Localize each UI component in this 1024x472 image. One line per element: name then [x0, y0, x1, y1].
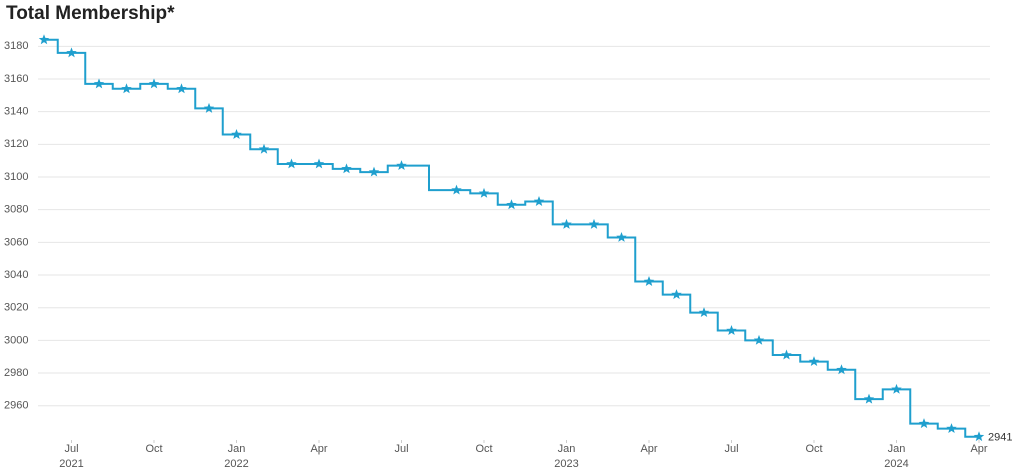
series-line [44, 38, 979, 438]
point-marker [506, 199, 517, 210]
point-marker [726, 325, 737, 336]
point-marker [561, 218, 572, 229]
point-marker [38, 34, 50, 45]
point-marker [231, 129, 242, 139]
x-tick-label: Jul [394, 443, 408, 455]
point-marker [753, 334, 765, 345]
y-tick-label: 3180 [4, 40, 28, 52]
x-tick-year: 2022 [224, 458, 248, 470]
y-tick-label: 3060 [4, 236, 28, 248]
point-marker [313, 158, 325, 169]
x-tick-label: Oct [805, 443, 822, 455]
x-tick-label: Apr [640, 443, 657, 455]
y-tick-label: 3100 [4, 171, 28, 183]
point-marker [891, 383, 902, 394]
point-marker [643, 276, 655, 286]
point-marker [781, 349, 792, 360]
point-marker [396, 160, 407, 171]
point-marker [148, 78, 160, 89]
point-marker [286, 158, 297, 169]
x-tick-label: Jul [64, 443, 78, 455]
point-marker [836, 364, 847, 375]
point-marker [808, 356, 820, 367]
y-tick-label: 2980 [4, 367, 28, 379]
y-tick-label: 3080 [4, 204, 28, 216]
point-marker [616, 231, 627, 242]
y-tick-label: 2960 [4, 400, 28, 412]
point-marker [121, 83, 132, 94]
y-tick-label: 3040 [4, 269, 28, 281]
x-tick-label: Jan [228, 443, 246, 455]
y-tick-label: 3120 [4, 138, 28, 150]
x-tick-label: Apr [310, 443, 327, 455]
point-marker [451, 184, 462, 195]
x-tick-year: 2023 [554, 458, 578, 470]
point-marker [671, 289, 682, 300]
x-tick-label: Jul [724, 443, 738, 455]
x-tick-label: Apr [970, 443, 987, 455]
point-marker [533, 196, 545, 206]
y-tick-label: 3160 [4, 73, 28, 85]
point-marker [203, 102, 215, 113]
point-marker [946, 423, 957, 434]
chart-title: Total Membership* [6, 3, 175, 24]
x-tick-label: Oct [475, 443, 492, 455]
point-marker [66, 47, 77, 58]
point-marker [588, 218, 600, 229]
point-marker [368, 166, 380, 177]
data-label: 2941 [988, 432, 1012, 444]
point-marker [93, 78, 105, 89]
point-marker [973, 431, 985, 442]
point-marker [478, 187, 490, 198]
y-tick-label: 3140 [4, 106, 28, 118]
point-marker [258, 143, 270, 154]
y-tick-label: 3000 [4, 334, 28, 346]
x-tick-year: 2024 [884, 458, 908, 470]
x-tick-label: Jan [558, 443, 576, 455]
point-marker [341, 163, 352, 174]
point-marker [918, 418, 930, 429]
x-tick-label: Jan [888, 443, 906, 455]
y-tick-label: 3020 [4, 302, 28, 314]
x-tick-year: 2021 [59, 458, 83, 470]
point-marker [698, 307, 710, 318]
point-marker [863, 393, 875, 404]
point-marker [176, 83, 187, 94]
x-tick-label: Oct [145, 443, 162, 455]
